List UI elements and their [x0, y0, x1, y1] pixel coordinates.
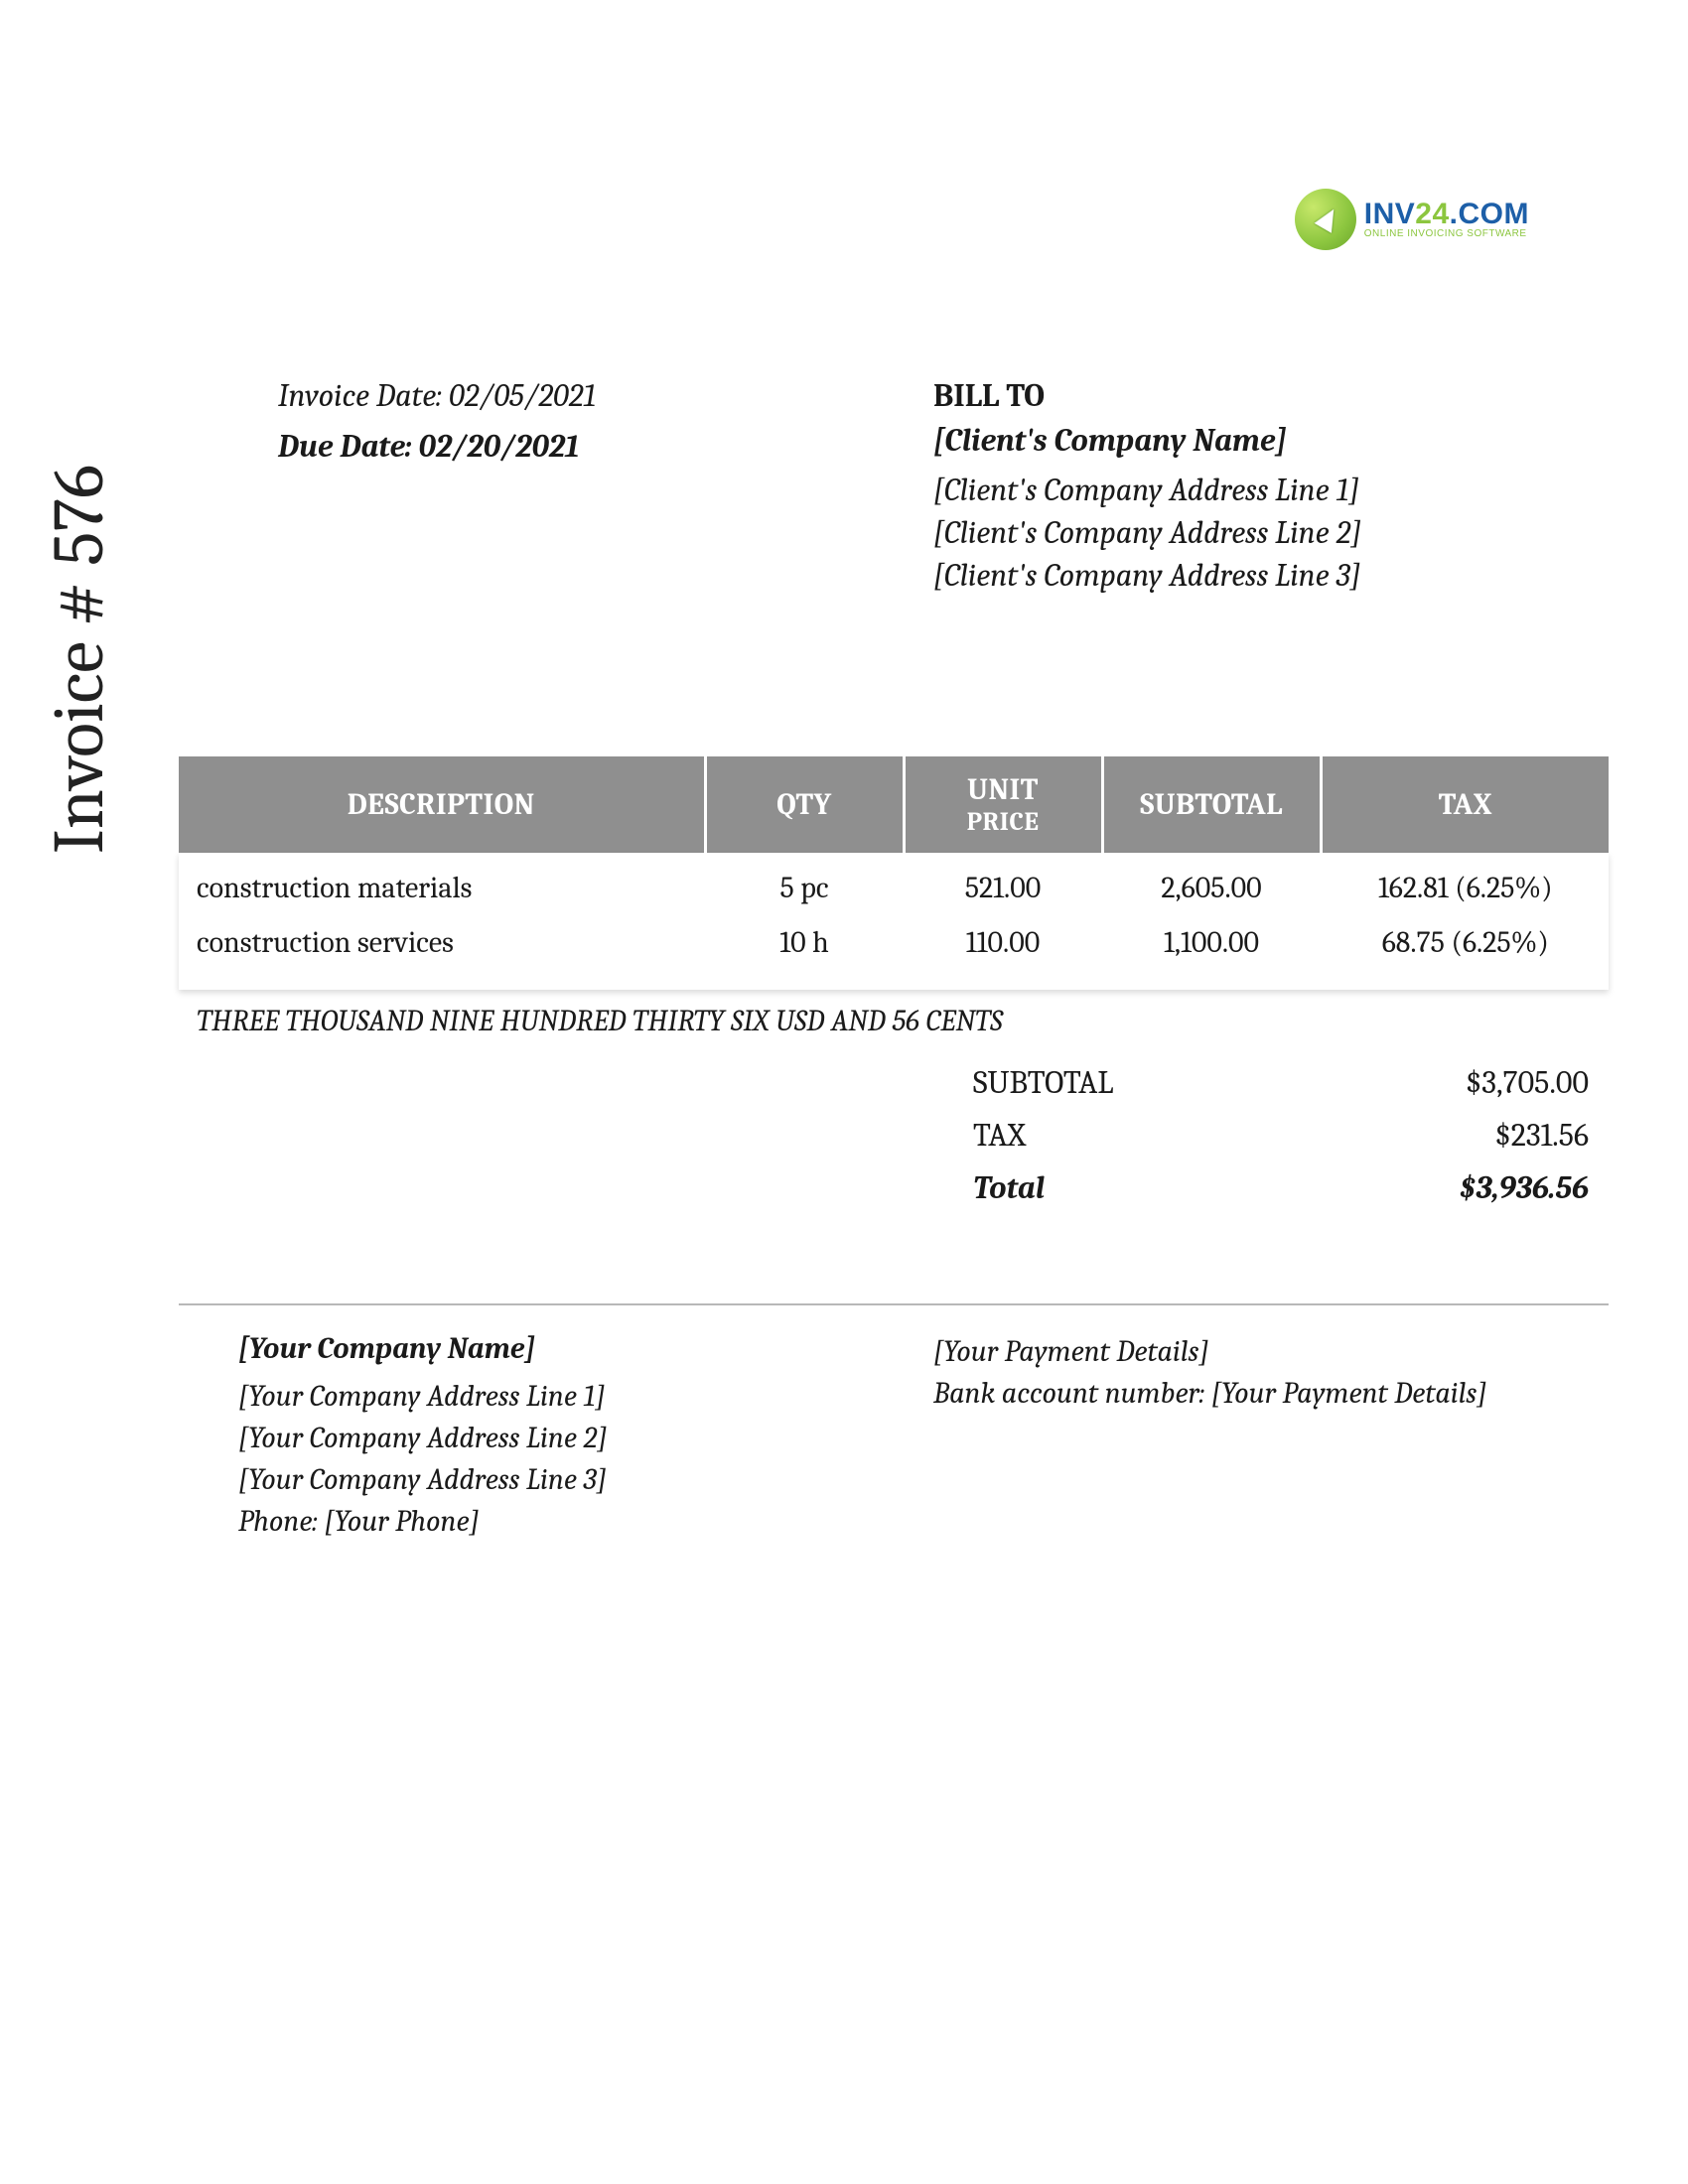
tax-row: TAX $231.56 — [973, 1109, 1589, 1161]
invoice-date-label: Invoice Date: — [278, 377, 442, 414]
cell-tax: 68.75 (6.25%) — [1321, 915, 1609, 990]
cell-unit-price: 521.00 — [904, 853, 1102, 915]
meta-row: Invoice Date: 02/05/2021 Due Date: 02/20… — [179, 377, 1628, 598]
cell-tax: 162.81 (6.25%) — [1321, 853, 1609, 915]
col-tax: TAX — [1321, 756, 1609, 853]
cell-unit-price: 110.00 — [904, 915, 1102, 990]
cell-qty: 5 pc — [705, 853, 904, 915]
logo-com: COM — [1459, 198, 1530, 230]
col-unit-l2: PRICE — [915, 807, 1091, 837]
client-address-line: [Client's Company Address Line 2] — [933, 511, 1361, 554]
dates-block: Invoice Date: 02/05/2021 Due Date: 02/20… — [278, 377, 933, 598]
arrow-up-icon — [1314, 205, 1341, 233]
payment-bank-line: Bank account number: [Your Payment Detai… — [933, 1373, 1486, 1415]
logo-tagline: ONLINE INVOICING SOFTWARE — [1364, 229, 1529, 239]
client-address-line: [Client's Company Address Line 1] — [933, 469, 1361, 511]
col-subtotal: SUBTOTAL — [1102, 756, 1321, 853]
table-body: construction materials 5 pc 521.00 2,605… — [179, 853, 1609, 990]
company-phone: Phone: [Your Phone] — [238, 1501, 933, 1543]
subtotal-value: $3,705.00 — [1466, 1064, 1589, 1101]
payment-details-line: [Your Payment Details] — [933, 1331, 1486, 1373]
subtotal-row: SUBTOTAL $3,705.00 — [973, 1056, 1589, 1109]
invoice-date-value: 02/05/2021 — [449, 377, 596, 414]
logo-badge-icon — [1295, 189, 1356, 250]
invoice-page: INV24.COM ONLINE INVOICING SOFTWARE Invo… — [179, 0, 1628, 1543]
line-items-block: DESCRIPTION QTY UNIT PRICE SUBTOTAL TAX … — [179, 756, 1609, 1543]
cell-subtotal: 1,100.00 — [1102, 915, 1321, 990]
cell-subtotal: 2,605.00 — [1102, 853, 1321, 915]
bill-to-block: BILL TO [Client's Company Name] [Client'… — [933, 377, 1361, 598]
company-name: [Your Company Name] — [238, 1331, 933, 1366]
logo-text: INV24.COM ONLINE INVOICING SOFTWARE — [1364, 200, 1529, 239]
tax-value: $231.56 — [1495, 1117, 1589, 1154]
brand-logo: INV24.COM ONLINE INVOICING SOFTWARE — [1295, 189, 1529, 250]
col-unit-price: UNIT PRICE — [904, 756, 1102, 853]
total-row: Total $3,936.56 — [973, 1161, 1589, 1214]
due-date-value: 02/20/2021 — [419, 428, 579, 465]
company-address-line: [Your Company Address Line 2] — [238, 1418, 933, 1459]
cell-description: construction services — [179, 915, 705, 990]
bill-to-header: BILL TO — [933, 377, 1361, 414]
footer: [Your Company Name] [Your Company Addres… — [179, 1331, 1609, 1543]
total-value: $3,936.56 — [1460, 1169, 1589, 1206]
amount-in-words: THREE THOUSAND NINE HUNDRED THIRTY SIX U… — [179, 990, 1609, 1038]
subtotal-label: SUBTOTAL — [973, 1064, 1113, 1101]
company-block: [Your Company Name] [Your Company Addres… — [238, 1331, 933, 1543]
logo-24: 24 — [1415, 198, 1449, 230]
col-description: DESCRIPTION — [179, 756, 705, 853]
line-items-table: DESCRIPTION QTY UNIT PRICE SUBTOTAL TAX … — [179, 756, 1609, 990]
cell-description: construction materials — [179, 853, 705, 915]
client-address-line: [Client's Company Address Line 3] — [933, 554, 1361, 597]
due-date: Due Date: 02/20/2021 — [278, 428, 933, 465]
company-address-line: [Your Company Address Line 3] — [238, 1459, 933, 1501]
invoice-number-title: Invoice # 576 — [38, 465, 120, 854]
company-address-line: [Your Company Address Line 1] — [238, 1376, 933, 1418]
col-qty: QTY — [705, 756, 904, 853]
cell-qty: 10 h — [705, 915, 904, 990]
client-company-name: [Client's Company Name] — [933, 422, 1361, 459]
col-unit-l1: UNIT — [967, 772, 1039, 807]
payment-block: [Your Payment Details] Bank account numb… — [933, 1331, 1486, 1543]
tax-label: TAX — [973, 1117, 1026, 1154]
logo-dot: . — [1450, 198, 1459, 230]
footer-divider — [179, 1303, 1609, 1305]
logo-inv: INV — [1364, 198, 1416, 230]
client-address: [Client's Company Address Line 1] [Clien… — [933, 469, 1361, 598]
invoice-date: Invoice Date: 02/05/2021 — [278, 377, 933, 414]
due-date-label: Due Date: — [278, 428, 412, 465]
table-header: DESCRIPTION QTY UNIT PRICE SUBTOTAL TAX — [179, 756, 1609, 853]
totals-block: SUBTOTAL $3,705.00 TAX $231.56 Total $3,… — [973, 1056, 1589, 1214]
table-row: construction materials 5 pc 521.00 2,605… — [179, 853, 1609, 915]
total-label: Total — [973, 1169, 1045, 1206]
table-row: construction services 10 h 110.00 1,100.… — [179, 915, 1609, 990]
